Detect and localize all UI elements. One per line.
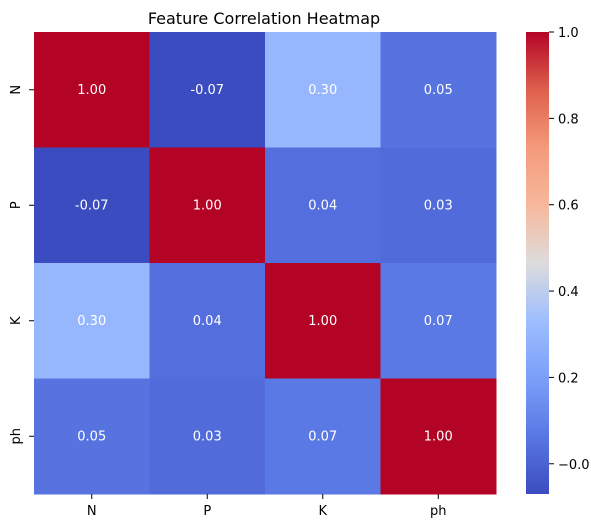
cell-value-label: 0.04 bbox=[308, 198, 337, 213]
colorbar-tick-label: −0.0 bbox=[558, 458, 590, 473]
cell-value-label: 0.07 bbox=[308, 429, 337, 444]
x-tick-label: N bbox=[87, 504, 97, 519]
y-tick-label: N bbox=[9, 85, 24, 95]
heatmap-cell-labels: 1.00 -0.07 0.30 0.05 -0.07 1.00 0.04 0.03 0.30 0.… bbox=[75, 83, 453, 445]
y-tick-label: ph bbox=[9, 428, 24, 445]
cell-value-label: 0.05 bbox=[77, 429, 106, 444]
cell-value-label: 0.07 bbox=[424, 314, 453, 329]
cell-value-label: 1.00 bbox=[77, 83, 106, 98]
heatmap-cell-P-N bbox=[34, 147, 150, 264]
cell-value-label: 1.00 bbox=[308, 314, 337, 329]
heatmap-cell-N-K bbox=[265, 32, 381, 148]
heatmap-cell-ph-K bbox=[265, 378, 381, 495]
chart-title: Feature Correlation Heatmap bbox=[148, 9, 380, 28]
colorbar-tick-label: 1.0 bbox=[558, 26, 579, 41]
cell-value-label: 0.05 bbox=[424, 83, 453, 98]
heatmap-cell-K-K bbox=[265, 263, 381, 379]
heatmap-cell-N-ph bbox=[380, 32, 497, 148]
cell-value-label: 0.30 bbox=[308, 83, 337, 98]
cell-value-label: 0.03 bbox=[424, 198, 453, 213]
heatmap-cell-K-P bbox=[149, 263, 266, 379]
heatmap-cell-N-N bbox=[34, 32, 150, 148]
heatmap-cell-K-ph bbox=[380, 263, 497, 379]
cell-value-label: -0.07 bbox=[190, 83, 224, 98]
cell-value-label: 0.04 bbox=[193, 314, 222, 329]
colorbar: −0.0 0.2 0.4 0.6 0.8 1.0 bbox=[526, 26, 590, 494]
heatmap-cell-ph-ph bbox=[380, 378, 497, 495]
heatmap-cell-K-N bbox=[34, 263, 150, 379]
x-tick-label: ph bbox=[430, 504, 447, 519]
colorbar-tick-label: 0.6 bbox=[558, 199, 579, 214]
heatmap-cell-N-P bbox=[149, 32, 266, 148]
x-tick-label: K bbox=[318, 504, 327, 519]
y-axis: N P Kph bbox=[9, 85, 34, 445]
heatmap-cell-P-ph bbox=[380, 147, 497, 264]
heatmap-cell-P-P bbox=[149, 147, 266, 264]
cell-value-label: 0.03 bbox=[193, 429, 222, 444]
colorbar-gradient bbox=[526, 32, 549, 494]
colorbar-tick-label: 0.4 bbox=[558, 285, 579, 300]
cell-value-label: 0.30 bbox=[77, 314, 106, 329]
y-tick-label: P bbox=[9, 201, 24, 209]
x-tick-label: P bbox=[203, 504, 211, 519]
heatmap-cell-ph-P bbox=[149, 378, 266, 495]
cell-value-label: 1.00 bbox=[424, 429, 453, 444]
heatmap-cells bbox=[34, 32, 497, 495]
cell-value-label: 1.00 bbox=[193, 198, 222, 213]
colorbar-tick-label: 0.2 bbox=[558, 371, 579, 386]
heatmap-cell-P-K bbox=[265, 147, 381, 264]
colorbar-tick-label: 0.8 bbox=[558, 112, 579, 127]
y-tick-label: K bbox=[9, 316, 24, 325]
cell-value-label: -0.07 bbox=[75, 198, 109, 213]
heatmap-cell-ph-N bbox=[34, 378, 150, 495]
